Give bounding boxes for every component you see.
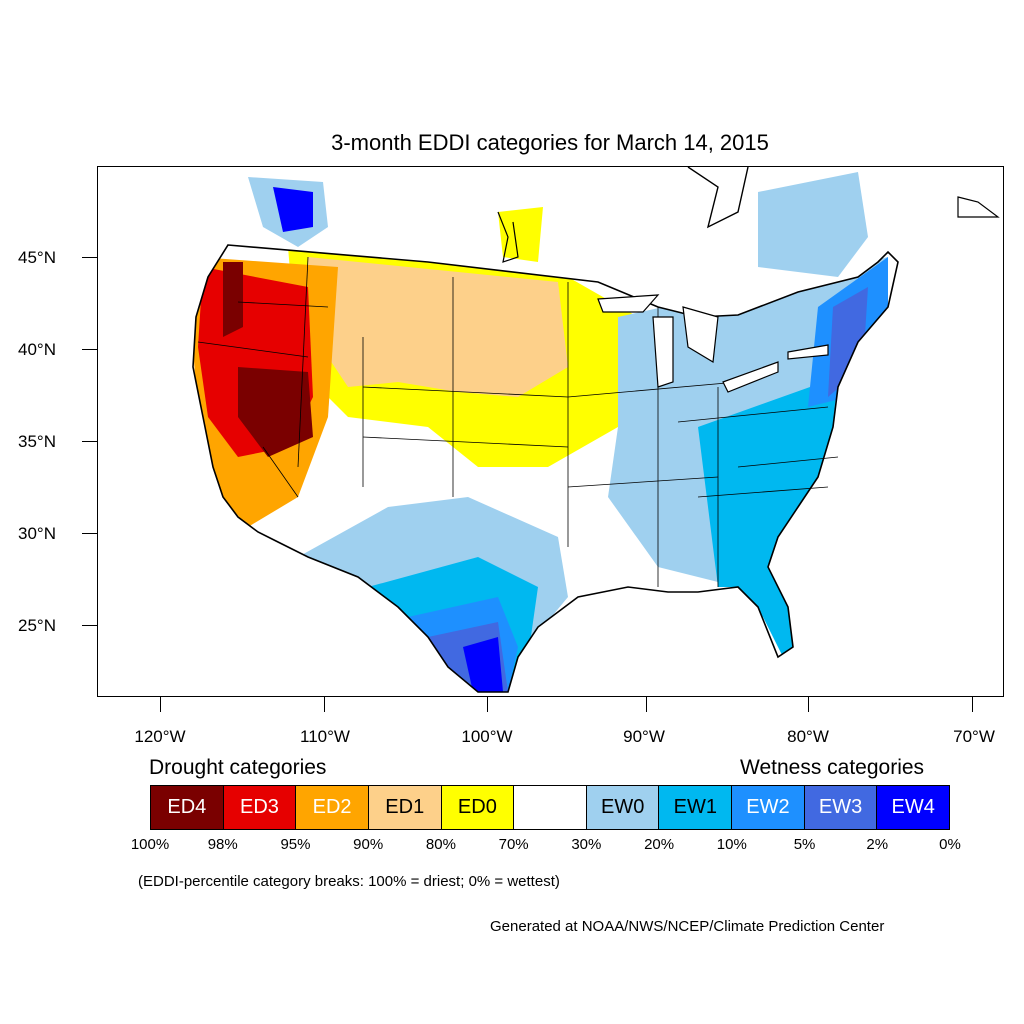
- map-canvas: [192, 167, 1000, 693]
- wetness-categories-heading: Wetness categories: [740, 756, 925, 779]
- lon-tick: [487, 697, 488, 712]
- lat-label-40: 40°N: [18, 340, 56, 359]
- lat-tick: [82, 257, 97, 258]
- lat-tick: [82, 349, 97, 350]
- legend-swatch-ew1: EW1: [659, 786, 733, 829]
- legend-swatch-ew4: EW4: [877, 786, 950, 829]
- region-ew4-texas: [463, 637, 503, 692]
- legend-break-label: 80%: [425, 836, 456, 853]
- lon-label-80: 80°W: [787, 727, 829, 746]
- legend-break-label: 20%: [644, 836, 675, 853]
- canada-east-wet-patch: [758, 172, 868, 277]
- region-ew1-southeast: [698, 377, 838, 587]
- legend-swatch-ed3: ED3: [223, 786, 297, 829]
- legend-swatch-ew3: EW3: [804, 786, 878, 829]
- legend-swatch-ed0: ED0: [441, 786, 515, 829]
- lon-label-70: 70°W: [953, 727, 995, 746]
- legend-break-label: 70%: [498, 836, 529, 853]
- legend-note: (EDDI-percentile category breaks: 100% =…: [138, 873, 560, 890]
- region-ed4-north: [223, 262, 243, 337]
- lat-tick: [82, 441, 97, 442]
- lat-label-30: 30°N: [18, 524, 56, 543]
- lon-tick: [808, 697, 809, 712]
- lon-label-100: 100°W: [461, 727, 513, 746]
- lon-tick: [324, 697, 325, 712]
- legend-break-label: 5%: [793, 836, 816, 853]
- credit-line: Generated at NOAA/NWS/NCEP/Climate Predi…: [490, 918, 885, 935]
- drought-categories-heading: Drought categories: [149, 756, 327, 779]
- canada-dry-patch: [498, 207, 543, 262]
- legend-swatch-ew0: EW0: [586, 786, 660, 829]
- lake-winnipeg-outline: [497, 211, 519, 263]
- hudson-bay-outline: [687, 167, 749, 229]
- lat-tick: [82, 625, 97, 626]
- legend-break-label: 10%: [716, 836, 747, 853]
- lon-label-110: 110°W: [300, 727, 350, 746]
- great-lakes: [597, 294, 829, 393]
- legend-break-label: 90%: [353, 836, 384, 853]
- lon-tick: [160, 697, 161, 712]
- lat-label-25: 25°N: [18, 616, 56, 635]
- legend-break-label: 0%: [939, 836, 961, 853]
- lon-label-90: 90°W: [623, 727, 665, 746]
- legend-color-bar: ED4 ED3 ED2 ED1 ED0 EW0 EW1 EW2 EW3 EW4: [150, 785, 950, 830]
- legend-swatch-ed2: ED2: [296, 786, 369, 829]
- legend-break-label: 2%: [866, 836, 889, 853]
- legend-swatch-neutral: [514, 786, 587, 829]
- region-ed4: [238, 367, 313, 457]
- map-panel: [97, 166, 1004, 697]
- us-outline: [192, 244, 899, 693]
- lon-tick: [646, 697, 647, 712]
- region-ew1-florida: [738, 587, 798, 657]
- lon-label-120: 120°W: [134, 727, 186, 746]
- newfoundland-outline: [957, 196, 1000, 218]
- legend-swatch-ew2: EW2: [732, 786, 805, 829]
- legend-break-label: 98%: [207, 836, 238, 853]
- legend-break-label: 30%: [571, 836, 602, 853]
- lat-tick: [82, 533, 97, 534]
- lat-label-45: 45°N: [18, 248, 56, 267]
- legend-break-label: 95%: [280, 836, 311, 853]
- region-ed1: [308, 257, 568, 397]
- legend-break-label: 100%: [130, 836, 170, 853]
- lon-tick: [972, 697, 973, 712]
- legend-swatch-ed1: ED1: [368, 786, 442, 829]
- canada-ew4-patch: [273, 187, 313, 232]
- lat-label-35: 35°N: [18, 432, 56, 451]
- map-title: 3-month EDDI categories for March 14, 20…: [331, 130, 769, 155]
- legend-swatch-ed4: ED4: [151, 786, 224, 829]
